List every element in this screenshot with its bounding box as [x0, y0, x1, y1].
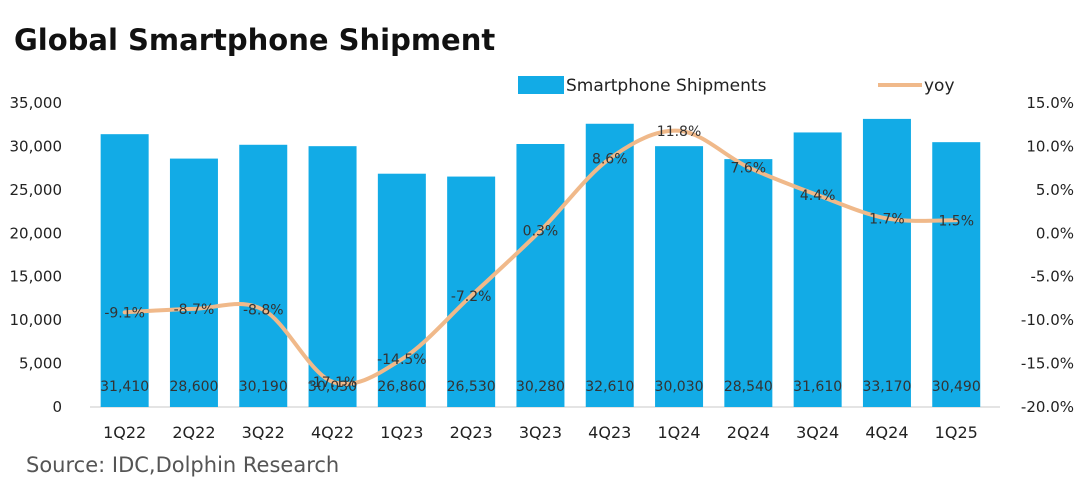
shipment-bar [308, 146, 357, 407]
left-tick-label: 0 [52, 398, 62, 416]
bar-value-label: 26,860 [377, 379, 426, 395]
right-tick-label: -15.0% [1021, 355, 1074, 373]
x-tick-label: 2Q22 [172, 423, 215, 442]
yoy-value-label: -8.8% [243, 303, 284, 319]
shipment-bar [169, 158, 218, 407]
shipment-bar [447, 176, 496, 407]
bar-value-label: 30,030 [655, 379, 704, 395]
yoy-value-label: 1.5% [938, 213, 974, 229]
legend-bar-label: Smartphone Shipments [566, 76, 767, 96]
yoy-value-label: 0.3% [523, 224, 559, 240]
yoy-line-layer [122, 128, 959, 386]
yoy-value-label: -7.2% [451, 289, 492, 305]
x-tick-label: 4Q22 [311, 423, 354, 442]
right-tick-label: -10.0% [1021, 311, 1074, 329]
right-tick-label: 0.0% [1036, 224, 1074, 242]
left-tick-label: 20,000 [10, 224, 63, 242]
x-tick-label: 1Q24 [657, 423, 700, 442]
x-tick-label: 1Q23 [380, 423, 423, 442]
left-tick-label: 35,000 [10, 94, 63, 112]
shipment-bar [516, 143, 565, 407]
yoy-value-label: -14.5% [377, 352, 427, 368]
chart-title: Global Smartphone Shipment [14, 23, 495, 57]
x-tick-label: 3Q24 [796, 423, 839, 442]
yoy-line [122, 128, 959, 386]
right-tick-label: 15.0% [1026, 94, 1074, 112]
x-tick-label: 4Q24 [865, 423, 908, 442]
yoy-value-label: 11.8% [657, 124, 701, 140]
left-tick-label: 25,000 [10, 181, 63, 199]
x-tick-label: 4Q23 [588, 423, 631, 442]
bar-value-label: 32,610 [585, 379, 634, 395]
yoy-value-label: -8.7% [174, 302, 215, 318]
legend-line-label: yoy [924, 76, 955, 96]
x-tick-label: 3Q23 [519, 423, 562, 442]
left-tick-label: 30,000 [10, 137, 63, 155]
bar-value-label: 33,170 [862, 379, 911, 395]
x-tick-label: 3Q22 [242, 423, 285, 442]
bar-value-label: 31,610 [793, 379, 842, 395]
right-tick-label: 10.0% [1026, 137, 1074, 155]
bar-value-label: 30,280 [516, 379, 565, 395]
yoy-value-label: 7.6% [731, 160, 767, 176]
left-axis-ticks: 0 5,000 10,000 15,000 20,000 25,000 30,000 35,0… [10, 94, 63, 416]
bar-value-label: 26,530 [447, 379, 496, 395]
right-tick-label: 5.0% [1036, 181, 1074, 199]
yoy-value-label: 8.6% [592, 152, 628, 168]
yoy-value-label: -9.1% [104, 305, 145, 321]
shipment-bar [100, 134, 149, 408]
x-tick-label: 1Q25 [935, 423, 978, 442]
bar-value-label: 30,030 [308, 379, 357, 395]
right-axis-ticks: -20.0% -15.0% -10.0% -5.0% 0.0% 5.0% 10.0% 15.0… [1021, 94, 1074, 416]
x-tick-label: 2Q24 [727, 423, 770, 442]
bar-value-label: 28,600 [169, 379, 218, 395]
bars [100, 118, 981, 408]
yoy-value-label: -17.1% [308, 375, 358, 391]
yoy-value-label: 1.7% [869, 212, 905, 228]
legend: Smartphone Shipments yoy [518, 76, 955, 96]
shipment-bar [793, 132, 842, 407]
x-tick-label: 2Q23 [450, 423, 493, 442]
source-note: Source: IDC,Dolphin Research [26, 453, 339, 477]
shipment-bar [239, 144, 288, 407]
bar-value-labels: 31,410 28,600 30,190 30,030 26,860 26,530 30,2… [100, 379, 981, 395]
right-tick-label: -20.0% [1021, 398, 1074, 416]
shipment-bar [724, 159, 773, 407]
shipment-bar [655, 146, 704, 407]
left-tick-label: 10,000 [10, 311, 63, 329]
bar-value-label: 30,490 [932, 379, 981, 395]
left-tick-label: 15,000 [10, 268, 63, 286]
bar-value-label: 28,540 [724, 379, 773, 395]
bar-value-label: 30,190 [239, 379, 288, 395]
x-axis-ticks: 1Q22 2Q22 3Q22 4Q22 1Q23 2Q23 3Q23 4Q23 1Q24 2Q24… [103, 423, 978, 442]
legend-bar-swatch [518, 76, 564, 94]
left-tick-label: 5,000 [19, 355, 62, 373]
shipment-bar [932, 142, 981, 407]
bar-value-label: 31,410 [100, 379, 149, 395]
shipment-bar [862, 118, 911, 407]
yoy-value-labels: -9.1% -8.7% -8.8% -17.1% -14.5% -7.2% 0.3% 8.6%… [104, 124, 974, 391]
yoy-value-label: 4.4% [800, 188, 836, 204]
x-tick-label: 1Q22 [103, 423, 146, 442]
shipment-bar [377, 173, 426, 407]
right-tick-label: -5.0% [1030, 268, 1074, 286]
